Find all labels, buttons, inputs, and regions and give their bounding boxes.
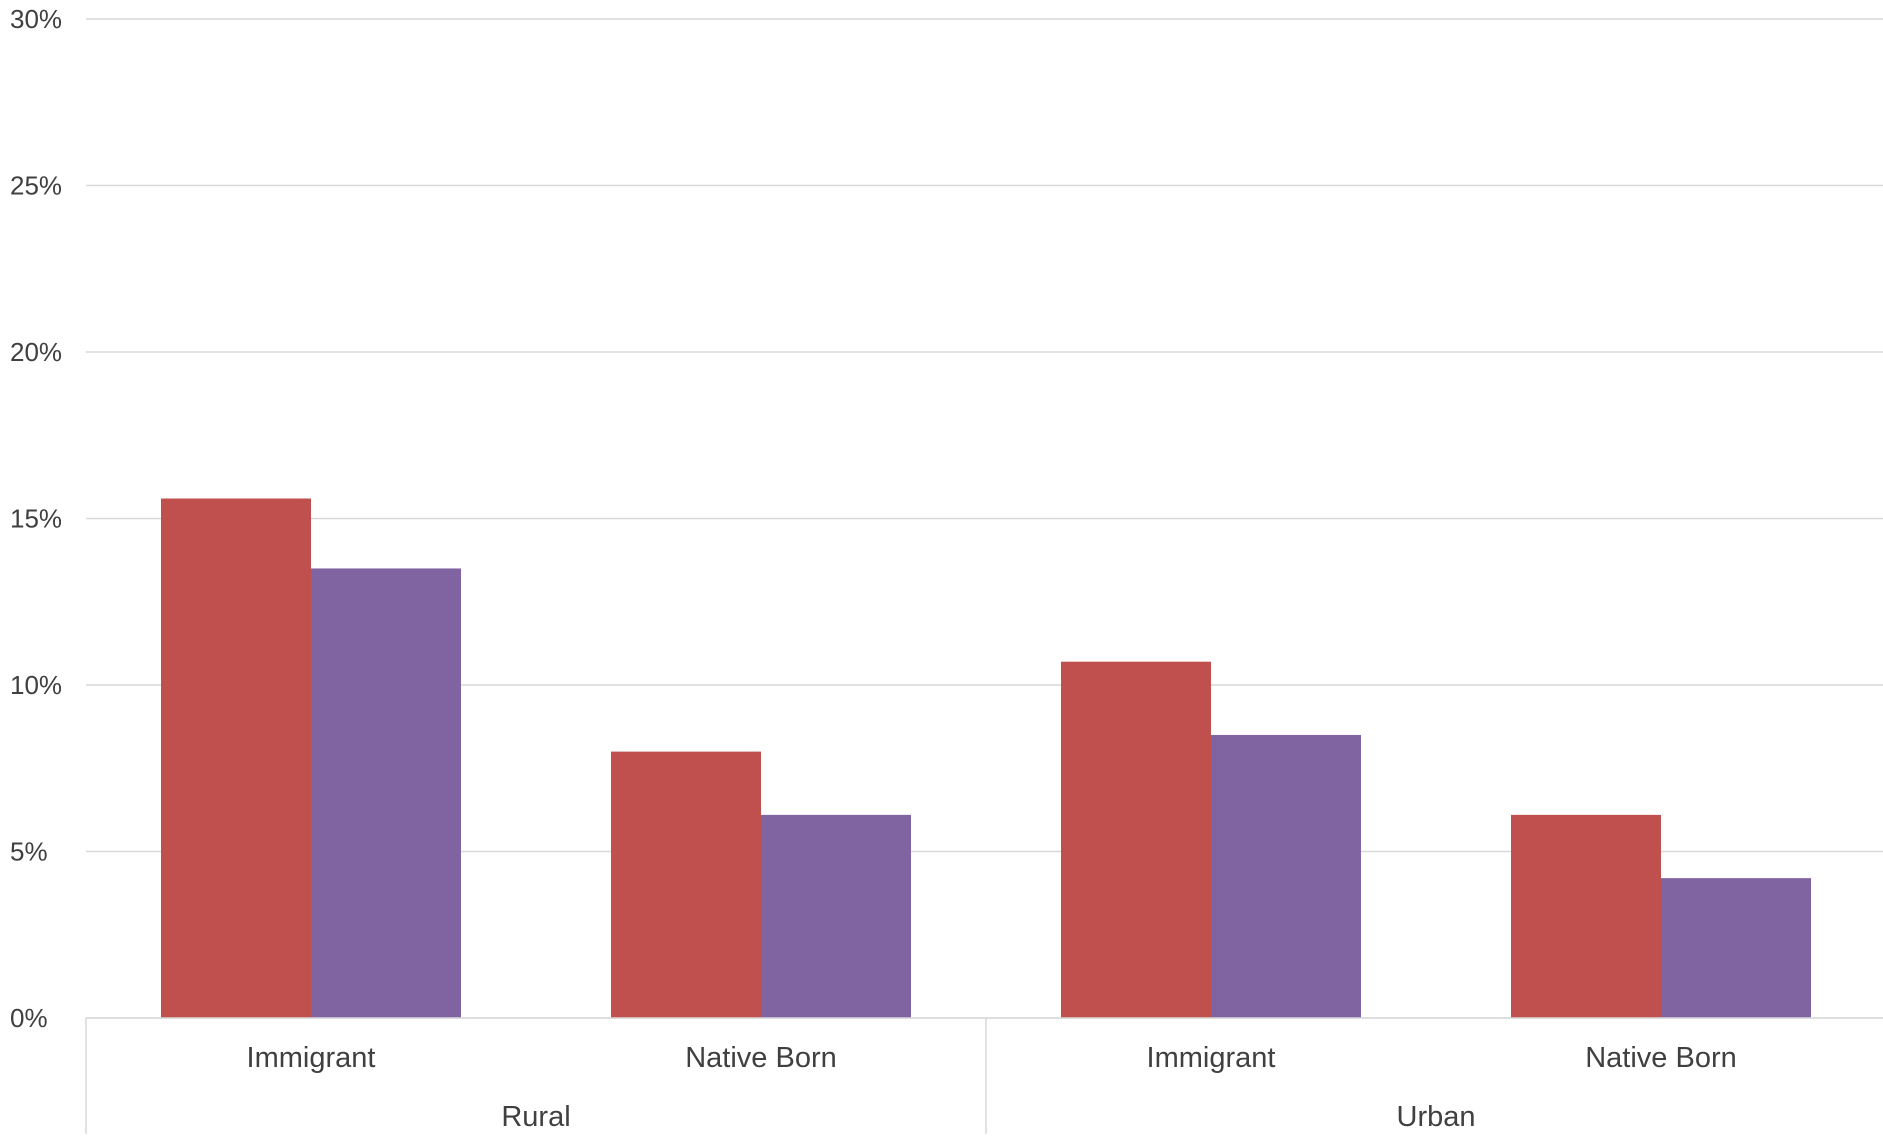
- bar: [1511, 814, 1661, 1018]
- y-tick-label: 15%: [10, 504, 62, 534]
- x-group-label: Rural: [501, 1101, 570, 1133]
- bar: [611, 751, 761, 1018]
- bar: [761, 814, 911, 1018]
- bar: [1211, 734, 1361, 1018]
- y-tick-label: 30%: [10, 4, 62, 34]
- y-tick-label: 25%: [10, 171, 62, 201]
- x-category-label: Immigrant: [1147, 1042, 1276, 1074]
- x-category-label: Immigrant: [247, 1042, 376, 1074]
- y-tick-label: 20%: [10, 337, 62, 367]
- y-tick-label: 0%: [10, 1003, 48, 1033]
- bar: [1061, 661, 1211, 1018]
- x-group-label: Urban: [1397, 1101, 1476, 1133]
- y-tick-label: 10%: [10, 670, 62, 700]
- y-tick-label: 5%: [10, 837, 48, 867]
- x-category-label: Native Born: [1585, 1042, 1737, 1074]
- axis-labels: 0% 5% 10% 15% 20% 25% 30% Immigrant Native Born I…: [10, 4, 1737, 1133]
- axes: [85, 1017, 1883, 1134]
- bar: [161, 498, 311, 1018]
- bars: [161, 498, 1811, 1018]
- bar: [311, 568, 461, 1018]
- x-category-label: Native Born: [685, 1042, 837, 1074]
- bar: [1661, 878, 1811, 1018]
